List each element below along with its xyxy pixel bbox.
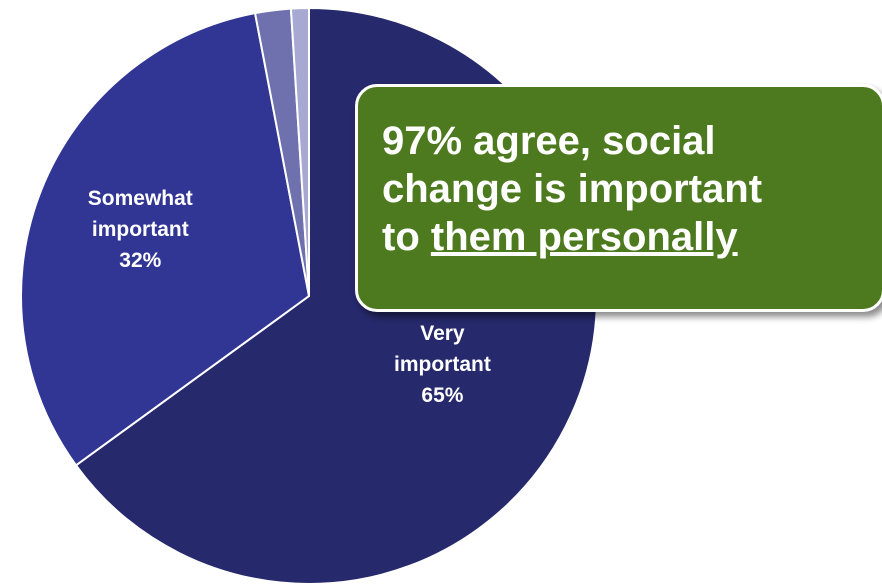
callout-box: 97% agree, social change is important to… xyxy=(355,84,882,312)
callout-line-3-emphasis: them personally xyxy=(430,215,738,259)
pie-slice-1-label-line-2: 32% xyxy=(119,249,161,272)
pie-slice-1-label-line-1: important xyxy=(92,218,189,241)
callout-line-2: change is important xyxy=(382,167,763,211)
pie-slice-3 xyxy=(289,6,310,297)
pie-slice-1 xyxy=(20,11,311,467)
callout-line-1: 97% agree, social xyxy=(382,119,716,163)
pie-slice-0-label-line-2: 65% xyxy=(421,384,463,407)
callout-text: 97% agree, social change is important to… xyxy=(382,117,856,261)
pie-slice-0-label-line-1: important xyxy=(394,353,491,376)
pie-slice-0-label-line-0: Very xyxy=(420,322,465,345)
pie-slice-1-label-line-0: Somewhat xyxy=(88,187,193,210)
callout-line-3-prefix: to xyxy=(382,215,431,259)
